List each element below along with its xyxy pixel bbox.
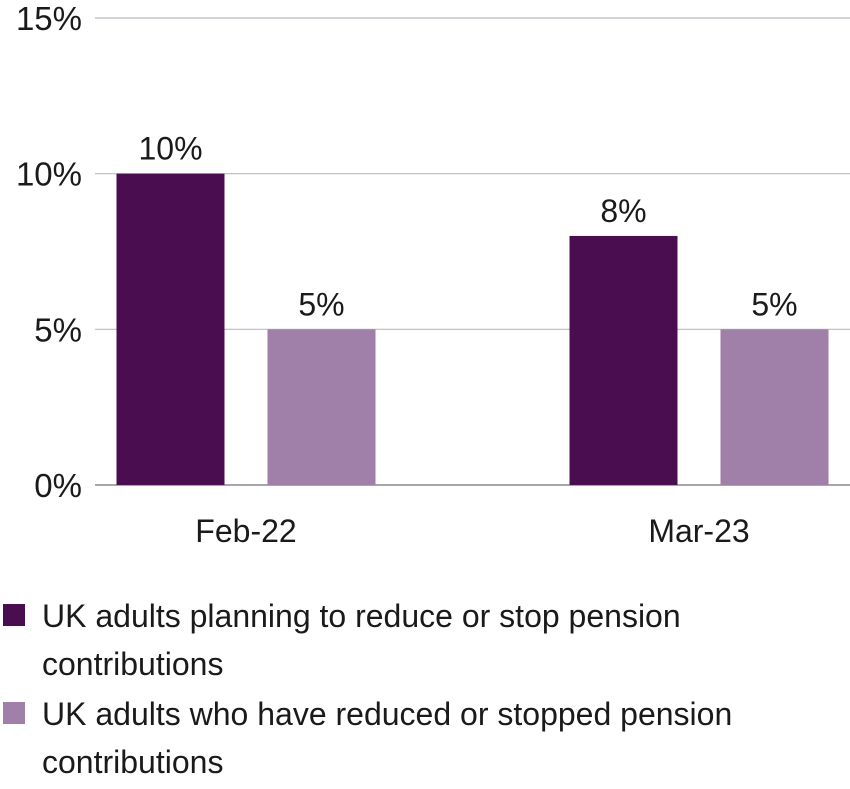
bars xyxy=(116,173,829,485)
legend-item-reduced: UK adults who have reduced or stopped pe… xyxy=(0,690,850,786)
x-category-label: Mar-23 xyxy=(648,513,749,549)
legend-swatch-reduced xyxy=(3,702,25,724)
data-label: 5% xyxy=(298,286,344,322)
legend-label-planning: UK adults planning to reduce or stop pen… xyxy=(42,598,681,682)
bar xyxy=(569,235,678,485)
y-tick-label: 15% xyxy=(16,0,82,37)
y-tick-label: 0% xyxy=(34,467,82,504)
x-axis-categories: Feb-22 Mar-23 xyxy=(195,513,749,549)
data-label: 10% xyxy=(138,131,202,167)
legend-label-reduced: UK adults who have reduced or stopped pe… xyxy=(42,696,733,780)
bar xyxy=(116,173,225,485)
bar-chart: 0% 5% 10% 15% 10% 5% 8% 5% Feb-22 Mar-23 xyxy=(16,0,850,549)
legend-swatch-planning xyxy=(3,604,25,626)
data-labels: 10% 5% 8% 5% xyxy=(138,131,797,323)
y-tick-label: 5% xyxy=(34,311,82,348)
bar xyxy=(267,329,376,485)
y-axis-ticks: 0% 5% 10% 15% xyxy=(16,0,82,504)
x-category-label: Feb-22 xyxy=(195,513,296,549)
legend: UK adults planning to reduce or stop pen… xyxy=(0,592,850,788)
bar xyxy=(720,329,829,485)
data-label: 5% xyxy=(751,286,797,322)
data-label: 8% xyxy=(600,193,646,229)
legend-item-planning: UK adults planning to reduce or stop pen… xyxy=(0,592,850,688)
y-tick-label: 10% xyxy=(16,156,82,193)
